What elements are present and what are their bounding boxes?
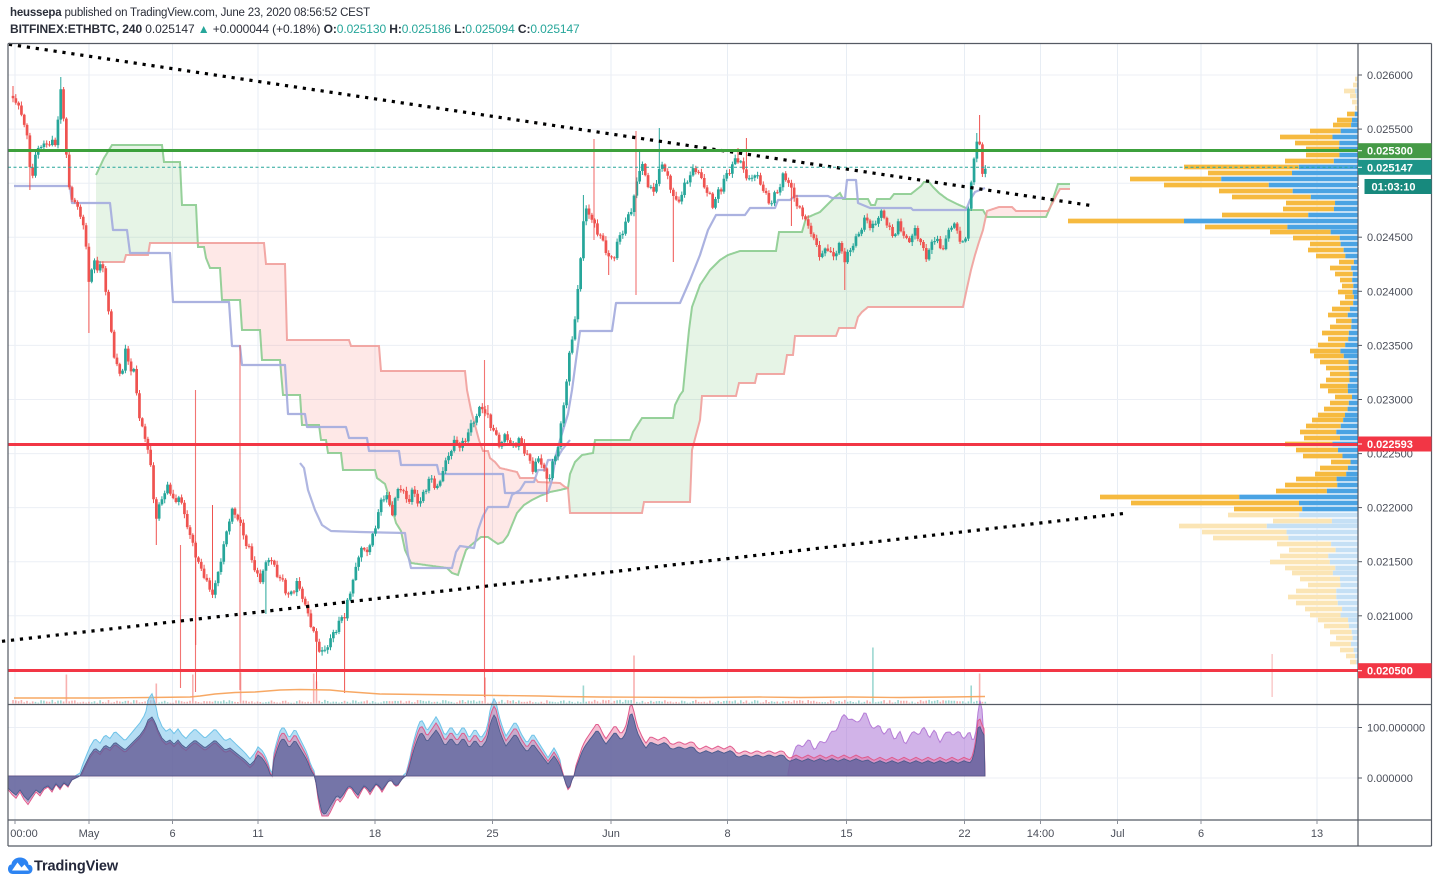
svg-text:heussepa published on TradingV: heussepa published on TradingView.com, J… — [10, 7, 370, 19]
svg-text:0.022593: 0.022593 — [1367, 439, 1413, 451]
svg-text:0.025300: 0.025300 — [1367, 146, 1413, 158]
svg-text:15: 15 — [840, 828, 852, 840]
svg-text:8: 8 — [724, 828, 730, 840]
svg-text:0.021000: 0.021000 — [1367, 611, 1413, 623]
svg-text:00:00: 00:00 — [10, 828, 38, 840]
svg-text:Jul: Jul — [1110, 828, 1124, 840]
svg-text:0.024000: 0.024000 — [1367, 286, 1413, 298]
svg-text:0.021500: 0.021500 — [1367, 557, 1413, 569]
svg-text:18: 18 — [369, 828, 381, 840]
svg-text:11: 11 — [252, 828, 263, 840]
svg-text:May: May — [79, 828, 100, 840]
svg-text:6: 6 — [1198, 828, 1204, 840]
svg-text:TradingView: TradingView — [34, 859, 119, 875]
svg-text:0.026000: 0.026000 — [1367, 70, 1413, 82]
svg-text:22: 22 — [958, 828, 970, 840]
svg-text:0.023000: 0.023000 — [1367, 395, 1413, 407]
svg-text:0.022000: 0.022000 — [1367, 503, 1413, 515]
svg-text:0.025147: 0.025147 — [1367, 162, 1413, 174]
svg-text:100.000000: 100.000000 — [1367, 723, 1425, 735]
svg-text:14:00: 14:00 — [1027, 828, 1055, 840]
svg-text:0.022500: 0.022500 — [1367, 449, 1413, 461]
svg-text:0.000000: 0.000000 — [1367, 773, 1413, 785]
svg-text:0.023500: 0.023500 — [1367, 340, 1413, 352]
svg-text:0.024500: 0.024500 — [1367, 232, 1413, 244]
svg-text:Jun: Jun — [602, 828, 620, 840]
svg-text:13: 13 — [1311, 828, 1323, 840]
svg-text:01:03:10: 01:03:10 — [1372, 182, 1416, 194]
svg-text:25: 25 — [486, 828, 498, 840]
svg-text:0.020500: 0.020500 — [1367, 666, 1413, 678]
svg-text:0.025500: 0.025500 — [1367, 124, 1413, 136]
svg-text:6: 6 — [169, 828, 175, 840]
svg-text:BITFINEX:ETHBTC, 240 0.025147: BITFINEX:ETHBTC, 240 0.025147 ▲ +0.00004… — [10, 22, 580, 36]
